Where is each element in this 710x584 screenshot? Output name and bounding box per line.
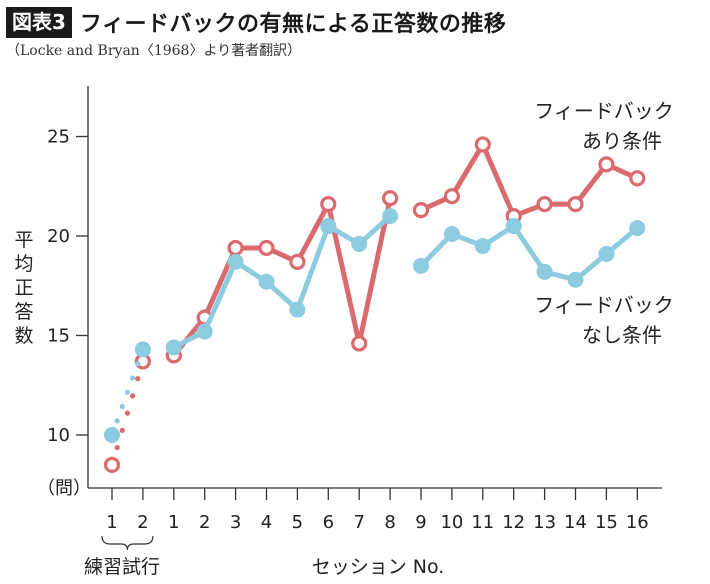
x-tick-label: 8 (384, 512, 395, 533)
data-point-filled (320, 218, 337, 235)
data-point-filled (443, 226, 460, 243)
dot-connector (124, 410, 131, 416)
data-point-filled (134, 341, 151, 358)
figure-header: 図表3 フィードバックの有無による正答数の推移 (6, 6, 506, 38)
data-point-filled (289, 301, 306, 318)
dot-connector (119, 427, 125, 433)
x-tick-label: 14 (564, 512, 587, 533)
data-point-filled (413, 257, 429, 274)
series-label-line: フィードバック (534, 99, 674, 123)
data-point-hollow (351, 335, 368, 352)
x-tick-label: 13 (533, 512, 556, 533)
x-tick-label: 9 (415, 512, 426, 533)
y-axis-label-char: 数 (14, 325, 33, 347)
series-label-line: フィードバック (534, 293, 674, 317)
data-point-hollow (536, 196, 553, 213)
data-point-filled (165, 339, 182, 356)
y-tick-label: 20 (47, 226, 70, 247)
series-line (171, 195, 393, 358)
data-point-hollow (598, 156, 615, 173)
x-tick-label: 5 (292, 512, 303, 533)
dot-connector (114, 418, 120, 424)
x-tick-label: 16 (626, 512, 649, 533)
series-layer (103, 136, 646, 473)
practice-brace (101, 535, 154, 551)
x-tick-label: 4 (261, 512, 272, 533)
dot-connector (135, 361, 141, 367)
data-point-hollow (412, 202, 430, 219)
y-axis-label-char: 均 (14, 253, 33, 275)
dot-connector (124, 389, 131, 395)
x-axis-label: セッション No. (312, 556, 445, 578)
chart-title: フィードバックの有無による正答数の推移 (79, 12, 507, 37)
data-point-filled (474, 237, 491, 254)
y-axis-label-char: 正 (14, 277, 33, 299)
data-point-filled (227, 253, 244, 270)
x-tick-label: 11 (471, 512, 494, 533)
data-point-filled (536, 263, 553, 280)
data-point-hollow (629, 170, 646, 187)
data-point-filled (196, 323, 213, 340)
data-point-hollow (227, 239, 244, 257)
y-tick-label: 10 (47, 425, 70, 446)
data-point-filled (567, 271, 584, 288)
series-label-line: あり条件 (582, 129, 662, 153)
data-point-filled (629, 220, 646, 237)
data-point-filled (505, 218, 522, 235)
dot-connector (130, 393, 136, 399)
x-tick-label: 10 (440, 512, 463, 533)
y-axis-label-char: 平 (14, 229, 33, 251)
practice-label: 練習試行 (84, 556, 160, 578)
y-tick-label: 25 (47, 127, 70, 148)
y-unit-label: （問） (37, 478, 91, 499)
dot-connector (119, 403, 125, 410)
data-point-hollow (320, 196, 337, 213)
series-with-feedback (103, 136, 646, 473)
series-label-line: なし条件 (582, 323, 662, 347)
data-point-filled (258, 273, 275, 290)
x-tick-label: 7 (353, 512, 364, 533)
x-tick-label: 1 (168, 512, 179, 533)
series-line (418, 141, 640, 219)
data-point-hollow (443, 188, 460, 205)
x-tick-label: 2 (137, 512, 148, 533)
x-tick-label: 6 (323, 512, 334, 533)
x-tick-label: 12 (502, 512, 525, 533)
x-tick-label: 2 (199, 512, 210, 533)
data-point-hollow (103, 456, 121, 473)
data-point-hollow (289, 253, 306, 270)
series-without-feedback (104, 208, 646, 443)
data-point-filled (382, 208, 399, 225)
figure-badge: 図表3 (6, 6, 72, 38)
dot-connector (130, 375, 136, 381)
x-tick-label: 3 (230, 512, 241, 533)
data-point-hollow (382, 190, 399, 207)
dot-connector (114, 445, 120, 451)
data-point-hollow (474, 136, 491, 153)
data-point-filled (104, 427, 120, 443)
source-note: （Locke and Bryan〈1968〉より著者翻訳） (6, 43, 302, 59)
data-point-hollow (258, 239, 275, 257)
dot-connector (135, 376, 141, 382)
data-point-hollow (567, 196, 584, 213)
x-tick-label: 15 (595, 512, 618, 533)
x-tick-label: 1 (106, 512, 117, 533)
y-tick-label: 15 (47, 326, 70, 347)
data-point-filled (598, 245, 615, 262)
y-axis-label-char: 答 (14, 301, 33, 323)
data-point-filled (351, 235, 368, 252)
